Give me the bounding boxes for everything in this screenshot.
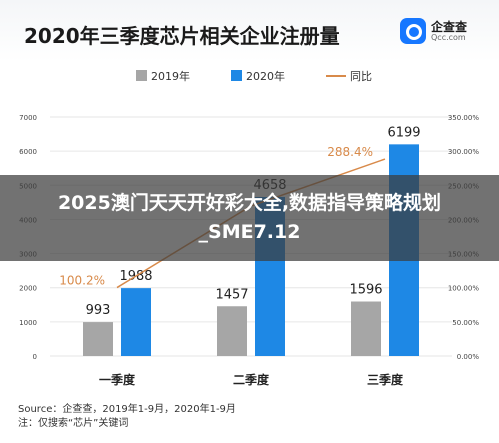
yoy-value-label: 100.2% <box>59 274 105 288</box>
legend-label-2019: 2019年 <box>151 70 190 83</box>
qcc-logo-icon <box>400 18 426 44</box>
category-label: 一季度 <box>99 372 136 387</box>
legend-label-2020: 2020年 <box>246 70 285 83</box>
bar-value-label: 1596 <box>349 283 382 298</box>
y-tick-label: 6000 <box>19 148 37 156</box>
y2-tick-label: 300.00% <box>448 148 479 156</box>
footer: Source：企查查，2019年1-9月，2020年1-9月 注：仅搜索“芯片”… <box>18 403 236 431</box>
bar-2019 <box>83 322 113 356</box>
bar-value-label: 6199 <box>387 125 420 140</box>
chart-title: 2020年三季度芯片相关企业注册量 <box>24 24 340 48</box>
keyword-note: 注：仅搜索“芯片”关键词 <box>18 418 129 429</box>
header: 2020年三季度芯片相关企业注册量 企查查 Qcc.com <box>0 0 499 62</box>
y2-tick-label: 50.00% <box>452 319 479 327</box>
bar-2019 <box>351 301 381 356</box>
qcc-logo: 企查查 Qcc.com <box>400 18 492 44</box>
source-note: Source：企查查，2019年1-9月，2020年1-9月 <box>18 404 236 415</box>
yoy-value-label: 288.4% <box>327 145 373 159</box>
legend-label-yoy: 同比 <box>350 70 372 83</box>
legend-swatch-2020 <box>231 70 242 81</box>
y2-tick-label: 0.00% <box>457 353 480 361</box>
y-tick-label: 0 <box>33 353 37 361</box>
y-tick-label: 7000 <box>19 114 37 122</box>
y2-tick-label: 350.00% <box>448 114 479 122</box>
category-label: 二季度 <box>233 372 270 387</box>
bar-value-label: 1457 <box>215 287 248 302</box>
logo-url: Qcc.com <box>431 33 466 42</box>
category-label: 三季度 <box>367 372 404 387</box>
legend-line-yoy <box>326 75 346 77</box>
bar-2019 <box>217 306 247 356</box>
logo-name: 企查查 <box>431 20 468 34</box>
y-tick-label: 1000 <box>19 319 37 327</box>
legend-swatch-2019 <box>136 70 147 81</box>
y-tick-label: 2000 <box>19 285 37 293</box>
y2-tick-label: 100.00% <box>448 285 479 293</box>
bar-value-label: 993 <box>86 303 111 318</box>
overlay-banner-text: 2025澳门天天开好彩大全,数据指导策略规划_SME7.12 <box>57 192 442 243</box>
bar-2020 <box>121 288 151 356</box>
overlay-banner: 2025澳门天天开好彩大全,数据指导策略规划_SME7.12 <box>0 175 499 261</box>
